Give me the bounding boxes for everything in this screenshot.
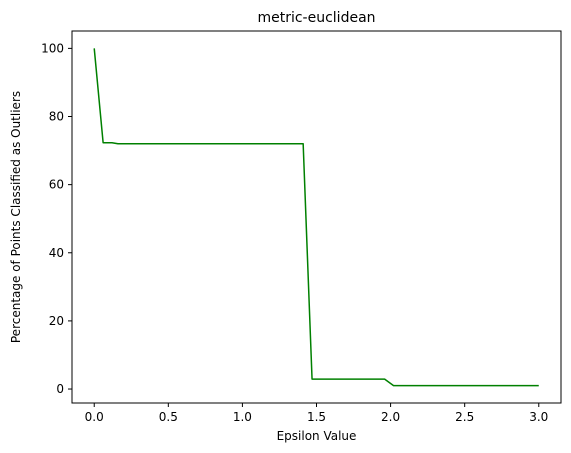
x-tick-label: 2.0 xyxy=(381,410,400,424)
x-tick-label: 3.0 xyxy=(529,410,548,424)
x-axis-label: Epsilon Value xyxy=(277,429,357,443)
x-axis: 0.0 0.5 1.0 1.5 2.0 2.5 3.0 xyxy=(85,403,548,424)
y-tick-label: 80 xyxy=(49,110,64,124)
y-tick-label: 0 xyxy=(56,382,64,396)
x-tick-label: 1.5 xyxy=(307,410,326,424)
y-axis-label: Percentage of Points Classified as Outli… xyxy=(9,91,23,343)
series-layer xyxy=(93,48,539,387)
y-tick-label: 100 xyxy=(41,41,64,55)
plot-frame xyxy=(71,30,562,404)
x-tick-label: 2.5 xyxy=(455,410,474,424)
y-tick-label: 60 xyxy=(49,178,64,192)
x-tick-label: 0.5 xyxy=(159,410,178,424)
chart-title: metric-euclidean xyxy=(257,10,375,26)
y-axis: 0 20 40 60 80 100 xyxy=(41,41,72,396)
y-tick-label: 20 xyxy=(49,314,64,328)
x-tick-label: 1.0 xyxy=(233,410,252,424)
y-tick-label: 40 xyxy=(49,246,64,260)
x-tick-label: 0.0 xyxy=(85,410,104,424)
series-line xyxy=(93,48,539,387)
